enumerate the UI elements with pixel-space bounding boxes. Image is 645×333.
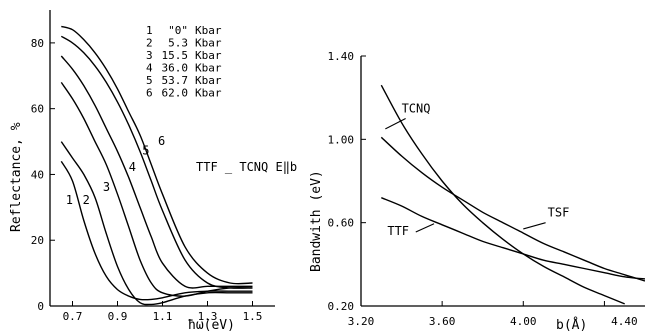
left-x-tick-label: 1.1 xyxy=(153,310,173,323)
left-x-tick-label: 0.7 xyxy=(63,310,83,323)
left-x-axis-label: ħω(eV) xyxy=(188,318,235,333)
right-y-tick-label: 0.20 xyxy=(328,300,355,313)
legend-number: 4 xyxy=(146,62,153,75)
curve-label-2: 2 xyxy=(83,193,90,207)
bandwidth-chart: 3.20 3.60 4.00 4.40 0.20 0.60 1.00 1.40 TCNQ TS… xyxy=(309,50,645,333)
right-y-tick-label: 1.00 xyxy=(328,133,355,146)
legend-number: 6 xyxy=(146,87,153,100)
legend-unit: Kbar xyxy=(195,62,222,75)
left-y-ticks: 0 20 40 60 80 xyxy=(31,37,55,313)
legend-number: 3 xyxy=(146,49,153,62)
right-y-ticks: 0.20 0.60 1.00 1.40 xyxy=(328,50,366,313)
reflectance-curve-1 xyxy=(60,160,253,301)
left-y-axis-label: Reflectance, % xyxy=(9,122,24,232)
right-x-axis-label: b(Å) xyxy=(556,317,587,333)
left-curves xyxy=(60,25,253,306)
reflectance-curve-4 xyxy=(60,55,253,289)
leader-line xyxy=(415,223,435,233)
right-y-axis-label: Bandwith (eV) xyxy=(309,170,324,272)
bandwidth-curve-tsf xyxy=(380,136,645,282)
legend-unit: Kbar xyxy=(195,87,222,100)
legend-pressure: 15.5 xyxy=(162,49,189,62)
curve-label-6: 6 xyxy=(158,134,165,148)
bandwidth-curve-ttf xyxy=(381,197,645,280)
left-x-tick-label: 0.9 xyxy=(108,310,128,323)
left-x-ticks: 0.7 0.9 1.1 1.3 1.5 xyxy=(63,301,263,323)
legend-number: 1 xyxy=(146,24,153,37)
right-x-tick-label: 3.20 xyxy=(348,315,375,328)
curve-label-tcnq: TCNQ xyxy=(402,101,431,115)
legend-pressure: 5.3 xyxy=(168,37,188,50)
curve-label-ttf: TTF xyxy=(387,224,409,238)
left-y-tick-label: 60 xyxy=(31,103,44,116)
left-y-tick-label: 40 xyxy=(31,168,44,181)
pressure-legend: 1 "0" Kbar 2 5.3 Kbar 3 15.5 Kbar 4 36.0 Kbar 5 53.7 K… xyxy=(146,24,222,100)
left-x-tick-label: 1.3 xyxy=(198,310,218,323)
legend-pressure: 62.0 xyxy=(162,87,189,100)
legend-pressure: 53.7 xyxy=(162,74,189,87)
right-x-ticks: 3.20 3.60 4.00 4.40 xyxy=(348,301,638,328)
right-x-tick-label: 3.60 xyxy=(429,315,456,328)
right-curve-labels: TCNQ TSF TTF xyxy=(385,101,569,238)
legend-number: 5 xyxy=(146,74,153,87)
bandwidth-curve-tcnq xyxy=(380,84,625,305)
leader-line xyxy=(385,118,406,130)
left-y-tick-label: 0 xyxy=(37,300,44,313)
legend-unit: Kbar xyxy=(195,74,222,87)
legend-pressure: 36.0 xyxy=(162,62,189,75)
right-curves xyxy=(380,84,645,305)
right-y-tick-label: 0.60 xyxy=(328,217,355,230)
reflectance-curve-3 xyxy=(60,82,253,297)
reflectance-curve-2 xyxy=(60,141,253,306)
legend-number: 2 xyxy=(146,37,153,50)
left-y-tick-label: 80 xyxy=(31,37,44,50)
leader-line xyxy=(523,222,546,230)
curve-label-5: 5 xyxy=(142,144,149,158)
right-y-tick-label: 1.40 xyxy=(328,50,355,63)
legend-unit: Kbar xyxy=(195,49,222,62)
curve-label-tsf: TSF xyxy=(548,205,570,219)
reflectance-curve-6 xyxy=(61,25,253,285)
legend-unit: Kbar xyxy=(195,24,222,37)
left-x-tick-label: 1.5 xyxy=(243,310,263,323)
legend-unit: Kbar xyxy=(195,37,222,50)
left-annotation: TTF _ TCNQ E‖b xyxy=(196,160,297,174)
reflectance-curve-5 xyxy=(60,35,253,289)
right-x-tick-label: 4.00 xyxy=(510,315,537,328)
left-y-tick-label: 20 xyxy=(31,234,44,247)
right-x-tick-label: 4.40 xyxy=(611,315,638,328)
legend-pressure: "0" xyxy=(168,24,188,37)
curve-label-3: 3 xyxy=(103,180,110,194)
curve-label-1: 1 xyxy=(66,193,73,207)
curve-label-4: 4 xyxy=(129,160,136,174)
left-curve-labels: 1 23 456 xyxy=(66,134,165,207)
